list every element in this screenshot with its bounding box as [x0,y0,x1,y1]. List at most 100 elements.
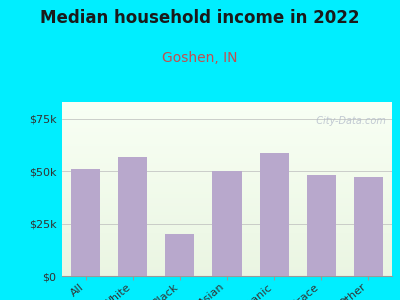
Bar [62,241,392,243]
Bar [62,266,392,267]
Bar [62,272,392,274]
Bar [62,106,392,107]
Bar [62,212,392,213]
Bar [62,126,392,128]
Text: Median household income in 2022: Median household income in 2022 [40,9,360,27]
Bar [62,196,392,198]
Bar [62,200,392,201]
Bar [62,142,392,144]
Bar [62,185,392,187]
Bar [354,178,383,276]
Bar [62,170,392,172]
Bar [62,227,392,229]
Bar [260,153,289,276]
Bar [62,119,392,121]
Bar [62,149,392,151]
Bar [62,239,392,241]
Bar [62,133,392,135]
Bar [62,205,392,206]
Bar [62,234,392,236]
Bar [62,111,392,112]
Bar [62,224,392,226]
Bar [62,194,392,196]
Bar [62,250,392,252]
Bar [62,252,392,254]
Bar [62,210,392,212]
Bar [62,274,392,276]
Bar [212,171,242,276]
Bar [62,152,392,154]
Bar [62,118,392,119]
Bar [62,161,392,163]
Bar [62,271,392,272]
Bar [62,267,392,269]
Bar [62,226,392,227]
Bar [62,147,392,149]
Bar [62,236,392,238]
Bar [62,114,392,116]
Bar [165,234,194,276]
Bar [62,184,392,185]
Bar [62,220,392,222]
Bar [62,116,392,118]
Bar [118,157,147,276]
Bar [62,219,392,220]
Bar [62,264,392,266]
Bar [62,217,392,219]
Bar [62,259,392,260]
Bar [62,132,392,133]
Bar [71,169,100,276]
Bar [62,123,392,124]
Bar [62,232,392,234]
Bar [62,146,392,147]
Bar [62,246,392,248]
Bar [62,208,392,210]
Bar [62,156,392,158]
Bar [62,139,392,140]
Bar [62,201,392,203]
Bar [62,112,392,114]
Bar [62,128,392,130]
Bar [62,213,392,215]
Bar [62,243,392,245]
Bar [62,229,392,231]
Bar [62,262,392,264]
Bar [62,178,392,180]
Bar [307,176,336,276]
Bar [62,159,392,161]
Bar [62,175,392,177]
Bar [62,182,392,184]
Bar [62,191,392,193]
Bar [62,238,392,239]
Bar [62,269,392,271]
Bar [62,180,392,182]
Bar [62,130,392,132]
Bar [62,231,392,233]
Bar [62,102,392,104]
Bar [62,215,392,217]
Bar [62,260,392,262]
Bar [62,189,392,191]
Bar [62,165,392,167]
Bar [62,177,392,178]
Bar [62,255,392,257]
Bar [62,193,392,194]
Bar [62,187,392,189]
Text: City-Data.com: City-Data.com [310,116,385,126]
Bar [62,173,392,175]
Bar [62,254,392,255]
Bar [62,144,392,146]
Bar [62,107,392,109]
Bar [62,124,392,126]
Bar [62,222,392,224]
Text: Goshen, IN: Goshen, IN [162,51,238,65]
Bar [62,151,392,152]
Bar [62,248,392,250]
Bar [62,206,392,208]
Bar [62,135,392,137]
Bar [62,167,392,168]
Bar [62,203,392,205]
Bar [62,158,392,159]
Bar [62,245,392,246]
Bar [62,121,392,123]
